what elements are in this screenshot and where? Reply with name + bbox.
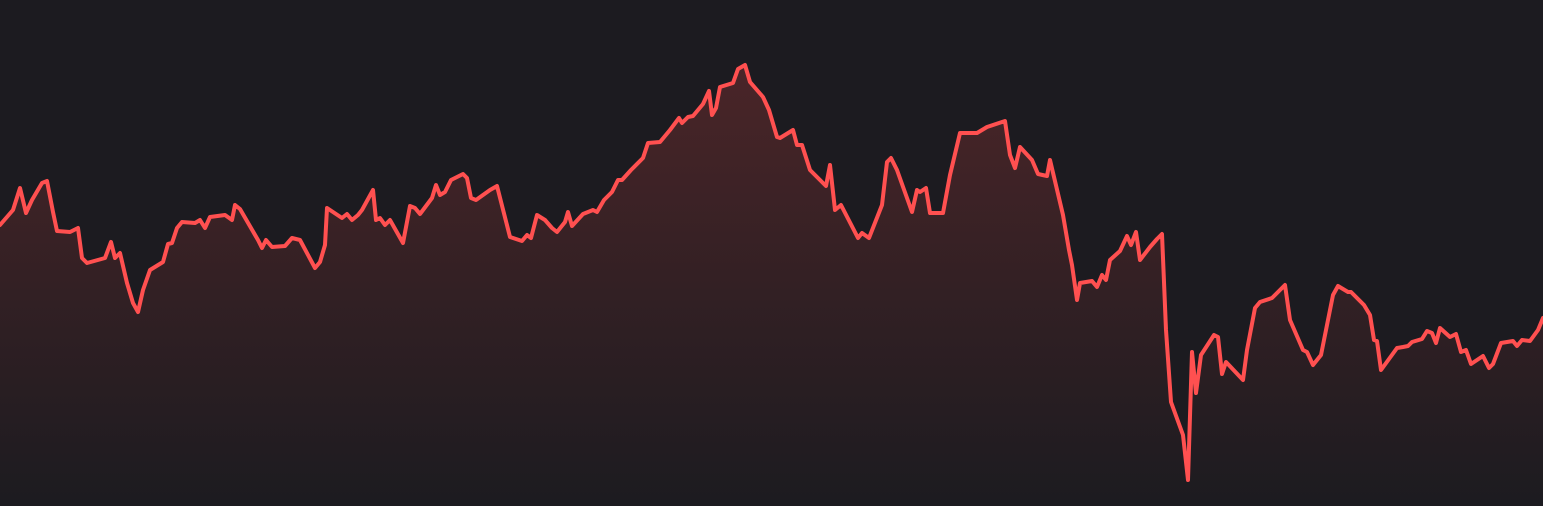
area-fill [0,65,1543,506]
line [0,63,1543,482]
